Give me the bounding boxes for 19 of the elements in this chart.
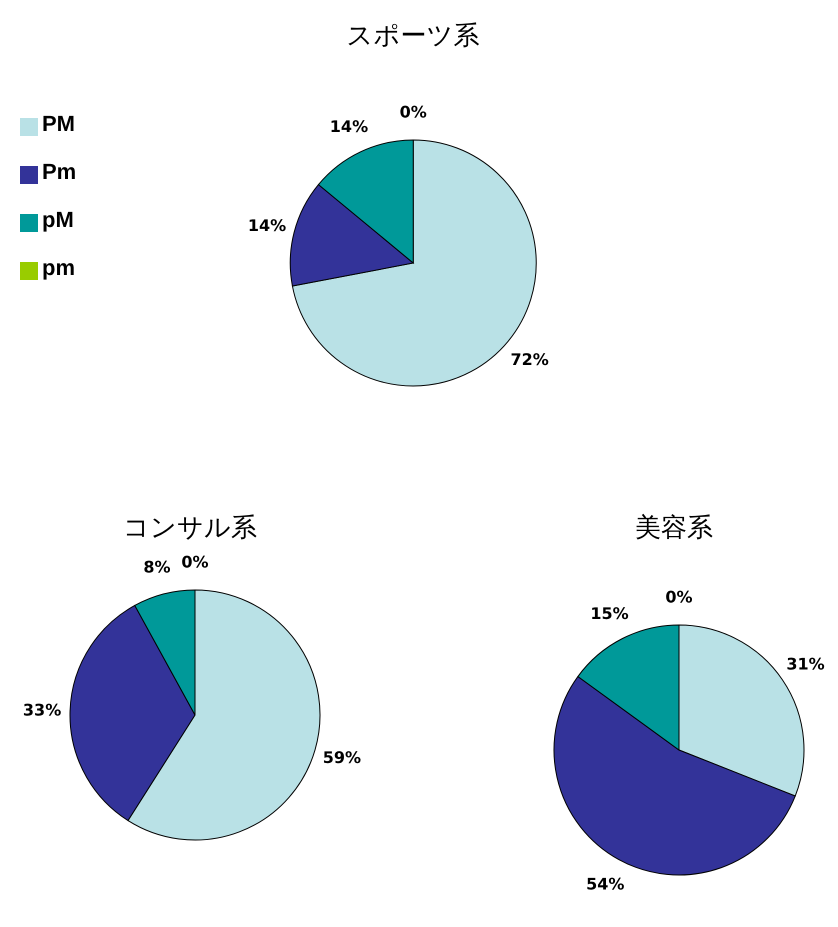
chart-title: コンサル系: [122, 512, 258, 545]
text: 0%: [181, 552, 209, 572]
text: 0%: [400, 102, 427, 122]
data-label: 15%: [590, 604, 629, 624]
data-label: 59%: [322, 748, 362, 768]
data-label: 54%: [586, 874, 624, 894]
data-label: 14%: [330, 116, 368, 136]
legend-label: PM: [42, 111, 75, 136]
data-label: 33%: [22, 700, 62, 720]
data-label: 8%: [143, 557, 171, 576]
chart-title: 美容系: [634, 512, 714, 545]
legend-label: Pm: [42, 159, 76, 184]
data-label: 14%: [248, 216, 286, 235]
data-label: 72%: [510, 350, 549, 369]
legend-label: pm: [42, 255, 75, 280]
chart-title: スポーツ系: [346, 20, 480, 53]
text: 0%: [665, 588, 693, 606]
data-label: 31%: [786, 654, 825, 674]
legend-label: pM: [42, 207, 74, 232]
